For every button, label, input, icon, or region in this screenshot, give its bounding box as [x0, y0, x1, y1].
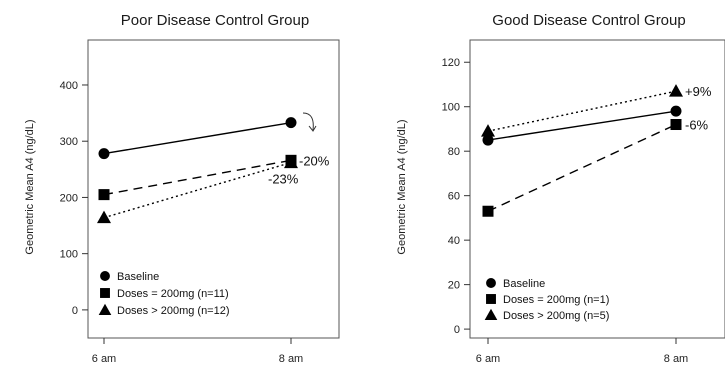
percent-change-label: +9%: [685, 84, 712, 99]
y-axis-label-good: Geometric Mean A4 (ng/dL): [396, 119, 408, 254]
y-tick-label: 0: [72, 305, 78, 317]
annotations-poor: -20%-23%: [268, 153, 330, 186]
legend-good: Baseline Doses = 200mg (n=1) Doses > 200mg…: [484, 278, 609, 322]
y-tick-label: 120: [442, 57, 460, 69]
chart-title-good: Good Disease Control Group: [492, 12, 685, 29]
series-line-3: [487, 90, 677, 132]
data-point-triangle: [481, 124, 495, 137]
plot-frame-good: [469, 39, 725, 339]
y-tick-label: 300: [60, 136, 78, 148]
series-line-1: [487, 110, 677, 141]
x-tick-label: 8 am: [279, 353, 303, 365]
marks-poor: [97, 117, 298, 224]
annotation-arrowhead-poor: [308, 125, 317, 132]
data-point-square: [98, 189, 110, 201]
plot-frame-poor: [87, 39, 340, 339]
y-tick-label: 60: [448, 191, 460, 203]
legend-marker-circle: [486, 278, 496, 288]
data-point-square: [482, 205, 494, 217]
y-tick-label: 20: [448, 280, 460, 292]
percent-change-label: -20%: [299, 153, 330, 168]
ticks-good: 0 20 40 60 80 100 120 6 am 8 am: [442, 57, 689, 365]
y-tick-label: 100: [60, 249, 78, 261]
legend-label: Doses = 200mg (n=1): [503, 294, 609, 306]
data-point-triangle: [284, 155, 298, 169]
data-point-triangle: [97, 210, 111, 224]
y-tick-label: 40: [448, 235, 460, 247]
x-tick-label: 6 am: [92, 353, 116, 365]
legend-label: Baseline: [503, 278, 545, 290]
y-tick-label: 80: [448, 146, 460, 158]
y-tick-label: 0: [454, 324, 460, 336]
y-tick-label: 200: [60, 192, 78, 204]
y-tick-label: 400: [60, 80, 78, 92]
legend-poor: Baseline Doses = 200mg (n=11) Doses > 200m…: [98, 271, 230, 317]
legend-label: Doses > 200mg (n=12): [117, 305, 230, 317]
series-line-2: [487, 123, 677, 212]
legend-marker-square: [486, 294, 496, 304]
y-tick-label: 100: [442, 102, 460, 114]
legend-label: Baseline: [117, 271, 159, 283]
series-line-3: [103, 161, 292, 219]
y-axis-label-poor: Geometric Mean A4 (ng/dL): [24, 119, 36, 254]
data-point-square: [670, 119, 682, 131]
data-point-circle: [98, 148, 110, 160]
marks-good: [481, 84, 683, 217]
annotation-arrow-poor: [302, 112, 314, 131]
x-tick-label: 8 am: [664, 353, 688, 365]
data-point-circle: [670, 105, 682, 117]
series-line-1: [103, 121, 292, 155]
panel-good-control: Good Disease Control Group Geometric Mea…: [396, 12, 725, 365]
legend-marker-square: [100, 288, 110, 298]
legend-label: Doses = 200mg (n=11): [117, 288, 229, 300]
annotations-good: +9% -6%: [685, 84, 712, 132]
legend-label: Doses > 200mg (n=5): [503, 310, 609, 322]
x-tick-label: 6 am: [476, 353, 500, 365]
data-point-circle: [285, 117, 297, 129]
legend-marker-triangle: [484, 308, 498, 320]
series-line-2: [103, 159, 292, 196]
legend-marker-triangle: [98, 303, 112, 315]
data-point-triangle: [669, 84, 683, 97]
data-point-circle: [482, 134, 494, 146]
panel-poor-control: Poor Disease Control Group Geometric Mea…: [24, 12, 340, 365]
ticks-poor: 0 100 200 300 400 6 am 8 am: [60, 80, 304, 365]
legend-marker-circle: [100, 271, 110, 281]
percent-change-label: -6%: [685, 118, 709, 133]
chart-title-poor: Poor Disease Control Group: [121, 12, 309, 29]
percent-change-label: -23%: [268, 172, 299, 187]
